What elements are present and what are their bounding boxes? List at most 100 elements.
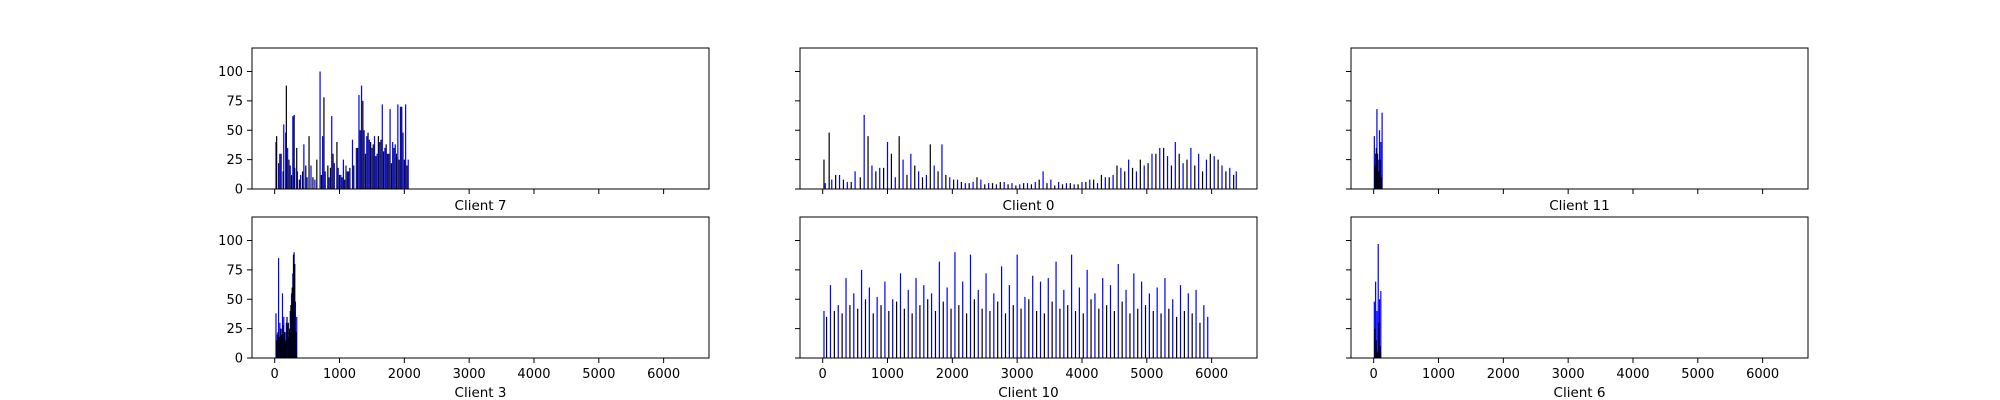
bar [899,273,902,358]
bar [290,174,293,189]
bar [1100,174,1103,189]
chart-panel: 0 1000 2000 3000 4000 5000 6000 Client 10 [795,216,1258,400]
bar [278,336,280,358]
bar [853,293,855,359]
bar [1201,171,1204,190]
bar [1078,287,1080,358]
bar [282,171,284,190]
bar [1373,301,1375,358]
bar [293,252,295,358]
y-tick-label: 75 [226,263,243,278]
bar [838,174,841,189]
bar [293,114,295,189]
bar [359,130,361,189]
bar [401,106,403,189]
bar [327,165,329,189]
bar [1032,275,1034,358]
bar [355,147,357,190]
bar [1182,163,1184,189]
bar [379,142,381,189]
bar [1008,285,1010,358]
y-tick-label: 0 [235,183,243,198]
bar [1373,136,1375,190]
bar [895,301,898,358]
bar [370,142,372,189]
bar [376,153,378,189]
bar [883,167,885,189]
bar [1379,159,1381,190]
bar [1377,244,1379,358]
bar [1380,291,1382,358]
bar [1089,179,1091,189]
bar [1160,313,1162,358]
bar [941,144,943,189]
bar [1207,316,1209,359]
bar [1198,153,1200,189]
bar [1061,184,1064,189]
bar [1093,179,1095,189]
bar [876,296,878,358]
bar [1096,183,1099,190]
bar [287,147,289,190]
bar [375,156,377,189]
bar [279,322,281,358]
bar [915,278,917,358]
bar [884,281,886,359]
bar [351,139,354,189]
panel-label: Client 0 [1003,198,1055,214]
x-tick-label: 3000 [1552,367,1585,382]
plot-area [1351,48,1808,189]
bar [1203,305,1205,359]
bar [1135,171,1138,190]
bar [953,179,955,189]
bar [1183,311,1185,358]
bar [344,179,346,189]
bar [331,116,333,189]
chart-panel: 0 1000 2000 3000 4000 5000 6000 0 25 50 75 100 Clien… [218,216,710,400]
chart-panel: Client 0 [795,47,1258,214]
bar [298,179,300,189]
bar [380,139,382,189]
bar [390,163,392,189]
bar [349,167,351,189]
bar [879,167,881,189]
bar [291,287,293,358]
x-tick-label: 1000 [1422,367,1455,382]
bar [294,264,296,358]
bar [1380,177,1383,189]
bar [1059,308,1061,358]
bar [907,289,909,358]
bar [1113,311,1115,358]
bar [949,177,951,189]
bar [1143,165,1145,189]
panel-label: Client 11 [1549,198,1610,214]
bar [1144,305,1147,359]
bar [937,171,939,190]
x-tick-label: 6000 [647,367,680,382]
bar [1073,184,1075,189]
bar [1199,322,1201,358]
bar [1069,183,1071,190]
bar [1187,293,1189,359]
bar [292,273,294,358]
bar [988,183,990,190]
bar [360,85,363,189]
bar [854,171,856,190]
bar [985,273,987,358]
bar [1106,305,1108,359]
x-tick-label: 4000 [1065,367,1098,382]
bar [1376,352,1379,359]
bar [1094,293,1096,359]
bar [314,179,316,189]
x-tick-label: 4000 [517,367,550,382]
bar [921,177,924,189]
bar [1133,273,1135,358]
bar [1131,167,1134,189]
bar [860,269,863,359]
bar [1172,299,1174,358]
bar [846,181,848,189]
bar [395,153,398,189]
bar [1120,167,1122,189]
bar [1015,185,1017,189]
